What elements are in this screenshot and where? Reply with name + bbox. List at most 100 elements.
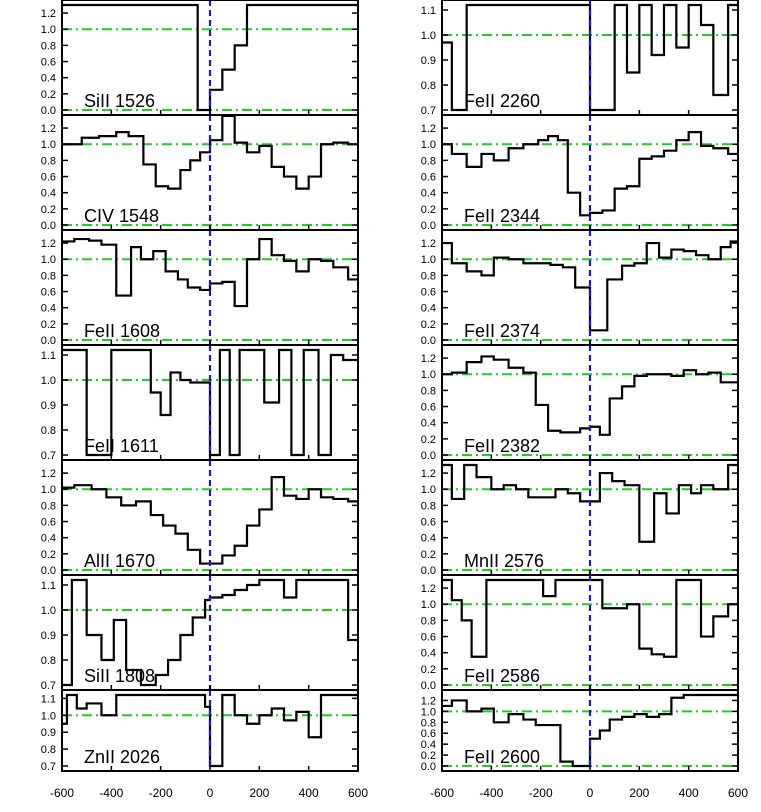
y-tick-label: 0.6 [421,172,436,184]
y-tick-label: 1.0 [421,599,436,611]
spectrum-line [62,348,358,457]
y-tick-label: 0.8 [41,270,56,282]
y-tick-label: 0.4 [41,73,56,85]
x-tick-label: 400 [679,786,699,800]
y-tick-label: 0.0 [421,761,436,773]
x-tick-label: 0 [207,786,214,800]
x-tick-label: -600 [430,786,454,800]
ion-label: FeII 2374 [464,321,540,341]
x-tick-label: 200 [629,786,649,800]
x-tick-label: -200 [149,786,173,800]
y-tick-label: 0.6 [41,172,56,184]
ion-label: SiII 1526 [84,91,155,111]
y-tick-label: 0.7 [41,450,56,462]
y-tick-label: 0.2 [421,434,436,446]
panel-feii-2260: 0.7 0.8 0.9 1.0 1.1 FeII 2260 [421,0,739,117]
panel-feii-2382: 0.0 0.2 0.4 0.6 0.8 1.0 1.2 FeII 2382 [421,344,739,462]
ion-label: CIV 1548 [84,206,159,226]
y-tick-label: 0.4 [41,533,56,545]
y-tick-label: 1.2 [41,468,56,480]
y-tick-label: 0.4 [41,188,56,200]
y-tick-label: 1.0 [41,254,56,266]
y-tick-label: 1.0 [41,375,56,387]
y-tick-label: 0.8 [41,425,56,437]
ion-label: FeII 2382 [464,436,540,456]
spectrum-line [442,3,738,112]
y-tick-label: 1.2 [421,123,436,135]
y-tick-label: 0.6 [421,517,436,529]
y-tick-label: 0.4 [421,188,436,200]
y-tick-label: 0.9 [41,727,56,739]
ion-label: ZnII 2026 [84,747,160,767]
ion-label: AlII 1670 [84,551,155,571]
y-tick-label: 0.6 [421,287,436,299]
spectrum-line [62,237,358,308]
y-tick-label: 1.0 [421,706,436,718]
spectrum-line [62,476,358,565]
panel-siii-1808: 0.7 0.8 0.9 1.0 1.1 SiII 1808 [41,574,359,692]
y-tick-label: 0.0 [421,220,436,232]
y-tick-label: 0.4 [421,303,436,315]
y-tick-label: 1.2 [421,583,436,595]
spectrum-line [442,131,738,217]
y-tick-label: 0.9 [421,55,436,67]
y-tick-label: 0.2 [421,204,436,216]
x-tick-label: 600 [728,786,748,800]
y-tick-label: 0.8 [421,717,436,729]
panel-civ-1548: 0.0 0.2 0.4 0.6 0.8 1.0 1.2 CIV 1548 [41,114,359,232]
x-tick-label: -400 [99,786,123,800]
y-tick-label: 0.0 [421,450,436,462]
y-tick-label: 0.2 [41,89,56,101]
y-tick-label: 0.0 [421,565,436,577]
y-tick-label: 0.9 [41,400,56,412]
y-tick-label: 0.6 [41,517,56,529]
x-tick-label: 600 [348,786,368,800]
ion-label: FeII 1608 [84,321,160,341]
y-tick-label: 1.0 [41,139,56,151]
y-tick-label: 0.8 [421,270,436,282]
spectrum-line [62,115,358,190]
panel-alii-1670: 0.0 0.2 0.4 0.6 0.8 1.0 1.2 AlII 1670 [41,459,359,577]
y-tick-label: 0.0 [41,220,56,232]
y-tick-label: 1.0 [421,30,436,42]
y-tick-label: 1.1 [421,5,436,17]
panel-mnii-2576: 0.0 0.2 0.4 0.6 0.8 1.0 1.2 MnII 2576 [421,459,739,577]
y-tick-label: 0.8 [421,385,436,397]
y-tick-label: 0.0 [421,335,436,347]
ion-label: FeII 2344 [464,206,540,226]
x-tick-label: 0 [587,786,594,800]
y-tick-label: 0.0 [41,565,56,577]
y-tick-label: 0.4 [421,648,436,660]
x-tick-label: -200 [529,786,553,800]
y-tick-label: 1.0 [421,369,436,381]
x-tick-label: 200 [249,786,269,800]
y-tick-label: 0.8 [41,500,56,512]
y-tick-label: 0.4 [421,739,436,751]
panel-feii-1611: 0.7 0.8 0.9 1.0 1.1 FeII 1611 [41,344,359,462]
spectrum-line [442,240,738,332]
y-tick-label: 0.4 [41,303,56,315]
y-tick-label: 0.2 [41,204,56,216]
y-tick-label: 0.8 [421,155,436,167]
y-tick-label: 0.7 [41,680,56,692]
y-tick-label: 1.2 [421,468,436,480]
y-tick-label: 0.2 [41,319,56,331]
y-tick-label: 0.0 [421,680,436,692]
panel-znii-2026: 0.7 0.8 0.9 1.0 1.1 ZnII 2026 [41,689,359,773]
y-tick-label: 0.2 [41,549,56,561]
spectrum-line [442,463,738,543]
panel-feii-1608: 0.0 0.2 0.4 0.6 0.8 1.0 1.2 FeII 1608 [41,229,359,347]
y-tick-label: 1.0 [41,710,56,722]
y-tick-label: 0.4 [421,418,436,430]
spectrum-line [62,578,358,687]
x-tick-label: -600 [50,786,74,800]
spectrum-line [62,3,358,112]
ion-label: FeII 2586 [464,666,540,686]
panel-siii-1526: 0.0 0.2 0.4 0.6 0.8 1.0 1.2 SiII 1526 [41,0,359,117]
x-tick-label: 400 [299,786,319,800]
spectrum-line [442,578,738,658]
y-tick-label: 0.9 [41,630,56,642]
y-tick-label: 1.1 [41,693,56,705]
y-tick-label: 0.2 [421,549,436,561]
y-tick-label: 0.6 [421,728,436,740]
